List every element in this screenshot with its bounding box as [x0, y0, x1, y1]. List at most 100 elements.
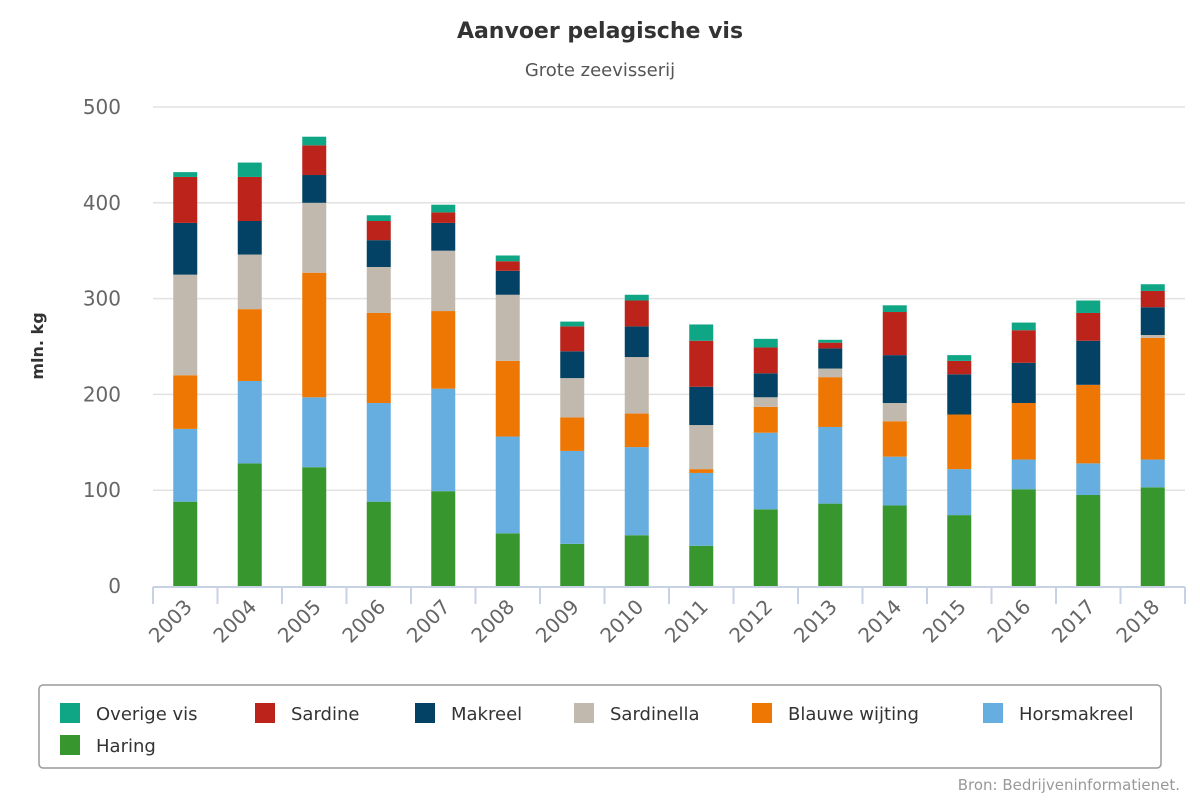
- bar-segment-sardinella: [1140, 335, 1165, 338]
- bar-segment-horsmakreel: [882, 456, 907, 506]
- x-tick-label: 2007: [402, 595, 455, 648]
- bar-segment-haring: [947, 515, 972, 586]
- bar-segment-overige-vis: [366, 215, 391, 222]
- bar-segment-overige-vis: [237, 162, 262, 177]
- bar-segment-makreel: [1076, 340, 1101, 385]
- bar-segment-sardine: [302, 145, 327, 176]
- x-tick-label: 2005: [273, 595, 326, 648]
- bar-segment-horsmakreel: [753, 432, 778, 510]
- y-tick-label: 0: [108, 574, 121, 598]
- bar-segment-haring: [1076, 494, 1101, 586]
- bar-segment-blauwe-wijting: [947, 414, 972, 470]
- y-axis-label: mln. kg: [28, 312, 47, 379]
- bar-segment-overige-vis: [624, 294, 649, 301]
- bar-segment-sardinella: [689, 425, 714, 470]
- legend-box: [38, 684, 1162, 769]
- x-tick-label: 2011: [660, 595, 713, 648]
- bar-segment-blauwe-wijting: [1011, 403, 1036, 460]
- x-tick-label: 2017: [1047, 595, 1100, 648]
- bar-segment-sardine: [237, 176, 262, 222]
- bar-segment-sardine: [689, 340, 714, 387]
- bar-segment-horsmakreel: [366, 403, 391, 502]
- bar-segment-makreel: [431, 222, 456, 251]
- y-tick-label: 400: [83, 191, 121, 215]
- bar-segment-blauwe-wijting: [624, 413, 649, 448]
- x-tick-label: 2009: [531, 595, 584, 648]
- source-credit: Bron: Bedrijveninformatienet.: [958, 776, 1180, 794]
- bar-segment-horsmakreel: [431, 388, 456, 492]
- bar-segment-blauwe-wijting: [689, 469, 714, 473]
- bar-segment-overige-vis: [1076, 300, 1101, 313]
- bar-segment-overige-vis: [947, 355, 972, 361]
- bar-segment-overige-vis: [1140, 284, 1165, 291]
- bar-segment-haring: [624, 535, 649, 586]
- bar-segment-blauwe-wijting: [173, 375, 198, 429]
- bar-segment-blauwe-wijting: [495, 360, 520, 437]
- y-axis-ticks: 0 100 200 300 400 500: [83, 95, 121, 598]
- bar-segment-sardine: [431, 212, 456, 223]
- bar-segment-sardine: [947, 360, 972, 375]
- bar-segment-blauwe-wijting: [431, 311, 456, 389]
- bar-segment-horsmakreel: [495, 436, 520, 534]
- x-tick-label: 2004: [208, 595, 261, 648]
- legend-label-blauwe-wijting: Blauwe wijting: [788, 704, 919, 725]
- bar-segment-sardinella: [818, 368, 843, 378]
- bar-segment-makreel: [173, 222, 198, 275]
- legend-swatch-overige-vis: [60, 703, 80, 723]
- bar-segment-overige-vis: [302, 136, 327, 146]
- bar-segment-makreel: [624, 326, 649, 358]
- bar-segment-sardine: [366, 221, 391, 241]
- x-tick-label: 2015: [918, 595, 971, 648]
- bar-segment-sardinella: [624, 357, 649, 414]
- bar-segment-blauwe-wijting: [882, 421, 907, 457]
- legend: Overige vis Sardine Makreel Sardinella Blauw…: [38, 684, 1162, 769]
- bar-segment-makreel: [1011, 362, 1036, 404]
- bar-segment-makreel: [1140, 307, 1165, 336]
- x-tick-label: 2013: [789, 595, 842, 648]
- legend-label-makreel: Makreel: [451, 704, 522, 725]
- bar-segment-sardine: [818, 342, 843, 349]
- bar-segment-overige-vis: [431, 204, 456, 213]
- bar-segment-haring: [689, 545, 714, 586]
- bar-segment-blauwe-wijting: [302, 272, 327, 398]
- x-tick-label: 2012: [724, 595, 777, 648]
- bar-segment-sardinella: [882, 403, 907, 422]
- bar-segment-horsmakreel: [1140, 459, 1165, 488]
- legend-swatch-blauwe-wijting: [752, 703, 772, 723]
- x-tick-label: 2006: [337, 595, 390, 648]
- bar-segment-horsmakreel: [237, 380, 262, 464]
- bar-segment-makreel: [560, 351, 585, 379]
- y-tick-label: 200: [83, 382, 121, 406]
- bar-segment-sardine: [624, 300, 649, 327]
- bar-segment-blauwe-wijting: [366, 312, 391, 404]
- bar-segment-sardinella: [302, 202, 327, 273]
- bar-segment-haring: [366, 501, 391, 586]
- x-tick-label: 2018: [1111, 595, 1164, 648]
- bar-segment-sardinella: [366, 266, 391, 313]
- bar-segment-makreel: [753, 373, 778, 398]
- chart-subtitle: Grote zeevisserij: [525, 60, 675, 81]
- bar-segment-horsmakreel: [173, 428, 198, 502]
- bar-segment-horsmakreel: [689, 472, 714, 546]
- bar-segment-haring: [560, 543, 585, 586]
- bar-segment-blauwe-wijting: [237, 309, 262, 381]
- bar-segment-haring: [173, 501, 198, 586]
- bar-segment-haring: [1140, 487, 1165, 586]
- bar-segment-haring: [237, 463, 262, 586]
- bar-segment-overige-vis: [495, 255, 520, 262]
- bar-segment-horsmakreel: [1011, 459, 1036, 490]
- bar-segment-horsmakreel: [947, 469, 972, 516]
- bar-segment-overige-vis: [753, 338, 778, 348]
- x-tick-label: 2008: [466, 595, 519, 648]
- bar-segment-haring: [753, 509, 778, 586]
- y-tick-label: 300: [83, 287, 121, 311]
- bar-segment-horsmakreel: [302, 397, 327, 468]
- bar-segment-overige-vis: [689, 324, 714, 341]
- bar-segment-overige-vis: [1011, 322, 1036, 331]
- legend-label-horsmakreel: Horsmakreel: [1019, 704, 1133, 725]
- bar-segment-makreel: [947, 374, 972, 415]
- bar-segment-sardine: [495, 261, 520, 271]
- bar-segment-blauwe-wijting: [1140, 337, 1165, 460]
